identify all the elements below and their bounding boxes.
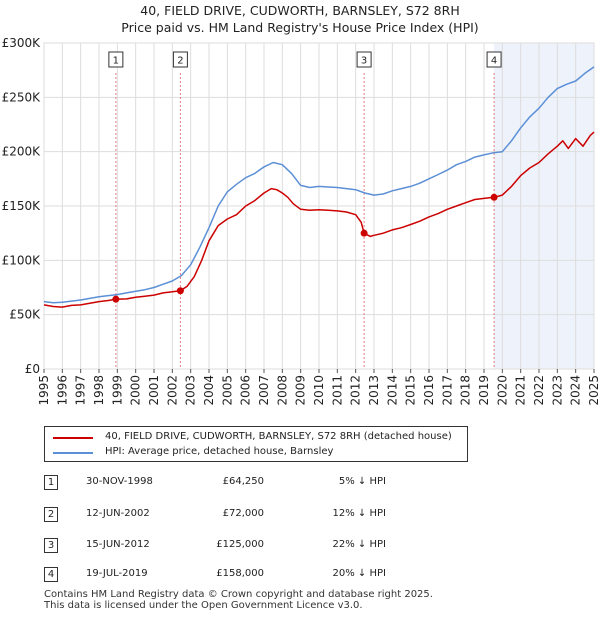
sale-price: £125,000 [216, 539, 264, 550]
sale-dot [176, 287, 184, 295]
sale-price: £72,000 [222, 508, 264, 519]
y-tick-label: £250K [2, 90, 42, 104]
sale-marker-box: 4 [44, 567, 58, 582]
sale-hpi-diff: 22% ↓ HPI [332, 539, 386, 550]
x-tick-label: 2023 [550, 375, 564, 406]
legend-hpi-swatch [53, 452, 93, 454]
y-tick-label: £150K [2, 199, 42, 213]
sale-marker-box: 3 [44, 538, 58, 553]
x-tick-label: 2016 [422, 375, 436, 406]
sale-vline-layer [115, 73, 495, 369]
x-tick-label: 2017 [440, 375, 454, 406]
sale-hpi-diff: 5% ↓ HPI [338, 476, 386, 487]
x-tick-label: 2010 [312, 375, 326, 406]
x-tick-label: 2021 [514, 375, 528, 406]
x-tick-label: 2011 [330, 375, 344, 406]
y-tick-label: £300K [2, 36, 42, 50]
legend-hpi-label: HPI: Average price, detached house, Barn… [105, 446, 334, 457]
x-tick-label: 2002 [165, 375, 179, 406]
x-tick-label: 2024 [569, 375, 583, 406]
sale-date: 15-JUN-2012 [86, 539, 150, 550]
x-tick-label: 1999 [110, 375, 124, 406]
x-tick-label: 2015 [404, 375, 418, 406]
x-tick-label: 2019 [477, 375, 491, 406]
x-tick-label: 1998 [92, 375, 106, 406]
legend-property-label: 40, FIELD DRIVE, CUDWORTH, BARNSLEY, S72… [105, 431, 452, 442]
sale-date: 30-NOV-1998 [86, 476, 153, 487]
footer: Contains HM Land Registry data © Crown c… [44, 589, 433, 611]
sale-dot [360, 229, 368, 237]
x-tick-label: 2007 [257, 375, 271, 406]
footer-line-1: Contains HM Land Registry data © Crown c… [44, 589, 433, 600]
sale-marker-box [356, 51, 372, 68]
sale-marker-box: 2 [44, 507, 58, 522]
x-tick-label: 2008 [275, 375, 289, 406]
chart-subtitle: Price paid vs. HM Land Registry's House … [121, 20, 479, 35]
sale-date: 19-JUL-2019 [86, 568, 148, 579]
sale-marker-box [172, 51, 188, 68]
sale-hpi-diff: 20% ↓ HPI [332, 568, 386, 579]
y-tick-label: £0 [25, 362, 40, 376]
x-tick-label: 2025 [587, 375, 600, 406]
price-chart: 1 2 3 4 £0 £50K £100K £150K £200K £250K £300K 1995… [2, 36, 600, 406]
x-tick-label: 2001 [147, 375, 161, 406]
footer-line-2: This data is licensed under the Open Gov… [44, 600, 363, 611]
sale-marker-label: 3 [361, 56, 367, 67]
sale-dot-layer [112, 193, 498, 303]
chart-title-block: 40, FIELD DRIVE, CUDWORTH, BARNSLEY, S72… [0, 2, 600, 36]
x-tick-label: 2014 [385, 375, 399, 406]
sale-price: £158,000 [216, 568, 264, 579]
y-tick-label: £100K [2, 253, 42, 267]
x-tick-label: 1995 [37, 375, 51, 406]
sale-marker-box [486, 51, 502, 68]
sale-marker-layer: 1 2 3 4 [108, 51, 502, 68]
sale-marker-box [108, 51, 124, 68]
sale-dot [112, 295, 120, 303]
y-tick-label: £200K [2, 145, 42, 159]
x-tick-label: 1996 [55, 375, 69, 406]
x-tick-label: 2006 [239, 375, 253, 406]
series-layer [43, 66, 595, 308]
x-tick-label: 2013 [367, 375, 381, 406]
x-tick-label: 2018 [459, 375, 473, 406]
x-tick-label: 2005 [220, 375, 234, 406]
x-tick-label: 2012 [349, 375, 363, 406]
x-tick-label: 2020 [495, 375, 509, 406]
x-tick-label: 2000 [129, 375, 143, 406]
sale-marker-label: 4 [491, 56, 497, 67]
legend-property-swatch [53, 437, 93, 439]
hpi-line [43, 66, 595, 304]
x-tick-label: 1997 [74, 375, 88, 406]
property-price-line [43, 131, 595, 308]
x-tick-label: 2003 [184, 375, 198, 406]
sale-hpi-diff: 12% ↓ HPI [332, 508, 386, 519]
sale-date: 12-JUN-2002 [86, 508, 150, 519]
y-tick-label: £50K [9, 308, 41, 322]
sale-dot [490, 193, 498, 201]
sale-price: £64,250 [222, 476, 264, 487]
chart-title: 40, FIELD DRIVE, CUDWORTH, BARNSLEY, S72… [140, 3, 460, 18]
sale-marker-label: 2 [177, 56, 183, 67]
x-tick-label: 2009 [294, 375, 308, 406]
x-tick-label: 2004 [202, 375, 216, 406]
x-tick-label: 2022 [532, 375, 546, 406]
sale-marker-box: 1 [44, 475, 58, 490]
sale-marker-label: 1 [113, 56, 119, 67]
legend: 40, FIELD DRIVE, CUDWORTH, BARNSLEY, S72… [44, 426, 468, 462]
